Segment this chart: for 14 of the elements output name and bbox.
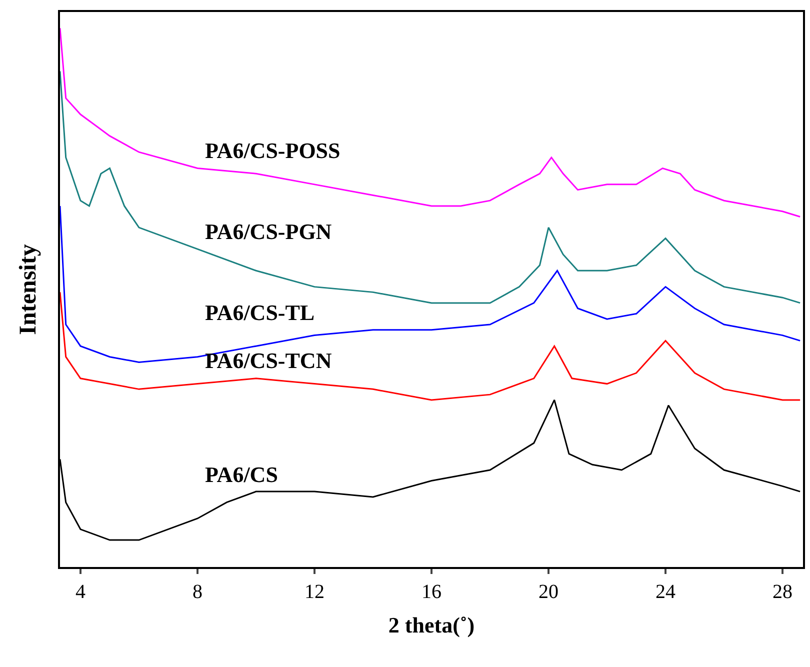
y-axis-title: Intensity <box>16 244 42 335</box>
x-tick-label: 28 <box>772 581 793 603</box>
series-label: PA6/CS <box>205 462 278 487</box>
x-tick-label: 8 <box>192 581 202 603</box>
x-tick-label: 4 <box>75 581 86 603</box>
series-label: PA6/CS-TCN <box>205 348 332 373</box>
series-label: PA6/CS-PGN <box>205 219 332 244</box>
x-axis-title: 2 theta(˚) <box>388 612 475 638</box>
series-label: PA6/CS-TL <box>205 300 315 325</box>
x-tick-label: 12 <box>304 581 324 603</box>
x-tick-label: 16 <box>422 581 442 603</box>
series-label: PA6/CS-POSS <box>205 138 340 163</box>
x-tick-label: 20 <box>538 581 559 603</box>
x-tick-label: 24 <box>656 581 676 603</box>
